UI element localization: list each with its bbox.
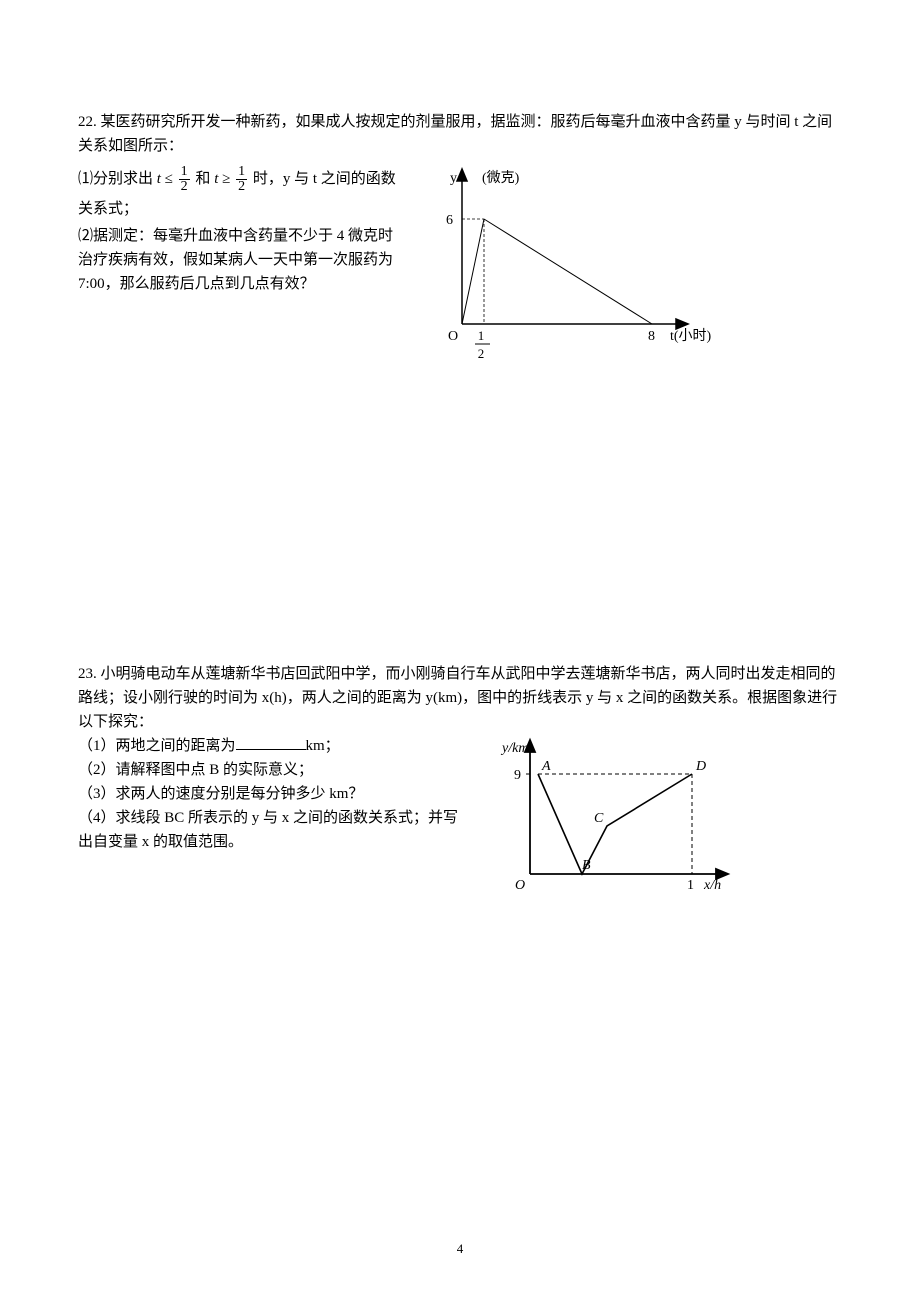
q23-blank xyxy=(236,734,306,750)
q22-frac2-den: 2 xyxy=(236,180,247,194)
q23-polyline xyxy=(538,774,692,874)
q23-labelD: D xyxy=(695,759,706,774)
q22-intro: 22. 某医药研究所开发一种新药，如果成人按规定的剂量服用，据监测：服药后每毫升… xyxy=(78,110,842,158)
q22-body: ⑴分别求出 t ≤ 1 2 和 t ≥ 1 2 时，y 与 t 之间的函数关系式… xyxy=(78,164,842,372)
q23-text-col: （1）两地之间的距离为 km； （2）请解释图中点 B 的实际意义； （3）求两人… xyxy=(78,734,458,854)
q22-part1-pre: ⑴分别求出 xyxy=(78,171,153,187)
q23-p1-post: km； xyxy=(306,738,340,754)
q23-labelA: A xyxy=(541,759,551,774)
q22-part1: ⑴分别求出 t ≤ 1 2 和 t ≥ 1 2 时，y 与 t 之间的函数关系式… xyxy=(78,164,398,224)
q23-number: 23. xyxy=(78,666,97,682)
q22-frac1: 1 2 xyxy=(179,165,190,194)
q23-p4: （4）求线段 BC 所表示的 y 与 x 之间的函数关系式；并写出自变量 x 的… xyxy=(78,806,458,854)
q23-p1: （1）两地之间的距离为 km； xyxy=(78,734,458,758)
q23-labelB: B xyxy=(582,858,591,873)
q22-figure: y (微克) 6 O 1 2 8 t(小时) xyxy=(422,164,842,372)
q23-figure: y/km 9 O 1 x/h A B C D xyxy=(482,734,752,912)
q23-p1-pre: （1）两地之间的距离为 xyxy=(78,738,236,754)
q22-ineq2: t ≥ xyxy=(214,171,230,187)
q23-xlabel: x/h xyxy=(703,878,721,893)
q23-p3: （3）求两人的速度分别是每分钟多少 km？ xyxy=(78,782,458,806)
q22-dataline xyxy=(462,219,652,324)
problem-23: 23. 小明骑电动车从莲塘新华书店回武阳中学，而小刚骑自行车从武阳中学去莲塘新华… xyxy=(78,662,842,912)
q23-ytick: 9 xyxy=(514,768,521,783)
q22-xtick-frac-num: 1 xyxy=(478,328,485,343)
q22-frac1-num: 1 xyxy=(179,165,190,180)
page: 22. 某医药研究所开发一种新药，如果成人按规定的剂量服用，据监测：服药后每毫升… xyxy=(0,0,920,1302)
q23-intro-text: 小明骑电动车从莲塘新华书店回武阳中学，而小刚骑自行车从武阳中学去莲塘新华书店，两… xyxy=(78,666,837,730)
problem-22: 22. 某医药研究所开发一种新药，如果成人按规定的剂量服用，据监测：服药后每毫升… xyxy=(78,110,842,372)
q23-origin: O xyxy=(515,878,525,893)
q22-ineq1: t ≤ xyxy=(157,171,173,187)
q22-chart-svg: y (微克) 6 O 1 2 8 t(小时) xyxy=(422,164,722,364)
q22-xtick2: 8 xyxy=(648,329,655,344)
q22-text-col: ⑴分别求出 t ≤ 1 2 和 t ≥ 1 2 时，y 与 t 之间的函数关系式… xyxy=(78,164,398,296)
q22-frac2: 1 2 xyxy=(236,165,247,194)
q22-yunit: (微克) xyxy=(482,170,520,186)
q22-part2: ⑵据测定：每毫升血液中含药量不少于 4 微克时治疗疾病有效，假如某病人一天中第一… xyxy=(78,224,398,296)
q22-number: 22. xyxy=(78,114,97,130)
q22-ytick: 6 xyxy=(446,213,453,228)
q22-axes xyxy=(457,169,688,329)
q23-chart-svg: y/km 9 O 1 x/h A B C D xyxy=(482,734,752,904)
q22-xtick-frac-den: 2 xyxy=(478,346,485,361)
q23-ylabel: y/km xyxy=(500,741,528,756)
q22-origin: O xyxy=(448,329,458,344)
page-number: 4 xyxy=(0,1239,920,1260)
q22-frac2-num: 1 xyxy=(236,165,247,180)
q22-part1-and: 和 xyxy=(195,171,210,187)
q23-intro-wrap: 23. 小明骑电动车从莲塘新华书店回武阳中学，而小刚骑自行车从武阳中学去莲塘新华… xyxy=(78,662,842,734)
q22-frac1-den: 2 xyxy=(179,180,190,194)
q22-intro-text: 某医药研究所开发一种新药，如果成人按规定的剂量服用，据监测：服药后每毫升血液中含… xyxy=(78,114,832,154)
q23-labelC: C xyxy=(594,811,604,826)
q22-ylabel: y xyxy=(450,171,457,186)
q22-xlabel: t(小时) xyxy=(670,328,712,344)
q23-xtick: 1 xyxy=(687,878,694,893)
q23-body: （1）两地之间的距离为 km； （2）请解释图中点 B 的实际意义； （3）求两人… xyxy=(78,734,842,912)
q23-p2: （2）请解释图中点 B 的实际意义； xyxy=(78,758,458,782)
